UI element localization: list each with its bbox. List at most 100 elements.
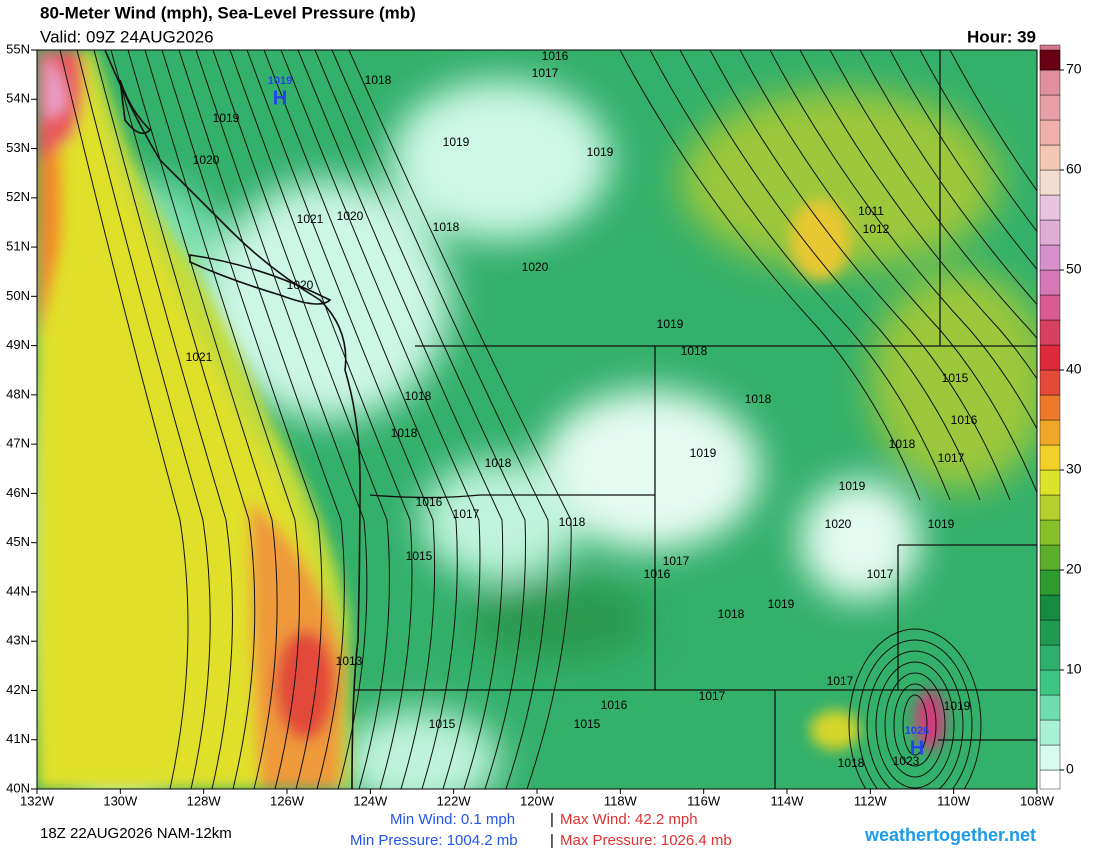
lon-label: 112W <box>854 793 888 808</box>
borders <box>355 50 1037 789</box>
isobar-label: 1018 <box>745 392 772 406</box>
isobar <box>280 50 481 789</box>
colorbar-label: 30 <box>1066 461 1082 477</box>
isobar-label: 1021 <box>297 212 324 226</box>
colorbar-swatch <box>1039 319 1061 346</box>
isobar <box>649 50 951 501</box>
isobar-label: 1018 <box>681 344 708 358</box>
colorbar-swatch <box>1039 369 1061 396</box>
isobar <box>331 50 549 789</box>
isobar <box>348 50 572 789</box>
isobar-label: 1011 <box>858 204 884 218</box>
lon-label: 118W <box>604 793 638 808</box>
lat-label: 47N <box>6 436 30 451</box>
forecast-hour: Hour: 39 <box>967 27 1036 46</box>
isobar-label: 1020 <box>522 260 549 274</box>
isobar-label: 1021 <box>186 350 213 364</box>
lat-label: 55N <box>6 41 30 56</box>
isobar <box>866 650 964 789</box>
isobar <box>875 661 955 789</box>
colorbar-swatch <box>1039 294 1061 321</box>
lat-label: 46N <box>6 485 30 500</box>
colorbar-swatch <box>1039 94 1061 121</box>
isobar <box>949 50 1037 192</box>
isobar <box>857 639 973 789</box>
isobar-label: 1017 <box>532 66 559 80</box>
isobar <box>829 50 1037 340</box>
high-pressure-value: 1019 <box>268 75 292 87</box>
isobar <box>59 50 189 789</box>
colorbar-label: 40 <box>1066 361 1082 377</box>
high-pressure-value: 1026 <box>905 725 929 737</box>
isobar-label: 1017 <box>867 567 894 581</box>
high-pressure-center: H <box>910 737 924 759</box>
isobar-label: 1016 <box>416 495 443 509</box>
isobar-label: 1017 <box>827 674 854 688</box>
colorbar-swatch <box>1039 469 1061 496</box>
isobar-label: 1019 <box>657 317 684 331</box>
lon-label: 120W <box>520 793 555 808</box>
colorbar-bottom <box>1039 769 1061 790</box>
isobar <box>110 50 256 789</box>
map-field <box>37 50 1037 789</box>
isobar-label: 1016 <box>644 567 671 581</box>
isobar-label: 1017 <box>699 689 726 703</box>
lat-label: 45N <box>6 534 30 549</box>
lat-label: 40N <box>6 780 30 795</box>
colorbar-swatch <box>1039 519 1061 546</box>
isobar <box>709 50 1011 501</box>
isobar-label: 1019 <box>768 597 795 611</box>
lat-label: 44N <box>6 583 30 598</box>
lat-label: 41N <box>6 731 30 746</box>
lon-label: 122W <box>437 793 472 808</box>
colorbar-swatch <box>1039 669 1061 696</box>
site-name: weathertogether.net <box>864 825 1036 845</box>
isobar-label: 1017 <box>938 451 965 465</box>
max-pressure: Max Pressure: 1026.4 mb <box>560 832 732 849</box>
isobar-label: 1018 <box>485 456 512 470</box>
lon-label: 124W <box>353 793 388 808</box>
isobar <box>889 50 1037 270</box>
lat-label: 52N <box>6 189 30 204</box>
isobar <box>263 50 458 789</box>
isobar-label: 1020 <box>825 517 852 531</box>
lat-label: 43N <box>6 633 30 648</box>
isobar <box>144 50 300 789</box>
colorbar-swatch <box>1039 694 1061 721</box>
colorbar-swatch <box>1039 744 1061 771</box>
isobar-label: 1019 <box>690 446 717 460</box>
isobar <box>212 50 390 789</box>
coastline <box>104 50 361 789</box>
isobar-label: 1018 <box>405 389 432 403</box>
isobar <box>195 50 368 789</box>
high-pressure-center: H <box>273 87 287 109</box>
lon-label: 126W <box>270 793 305 808</box>
isobar-label: 1019 <box>587 145 614 159</box>
isobar <box>739 50 1037 495</box>
isobar-label: 1020 <box>193 153 220 167</box>
isobar-label: 1019 <box>213 111 240 125</box>
lat-label: 49N <box>6 337 30 352</box>
colorbar-swatch <box>1039 269 1061 296</box>
lon-label: 116W <box>687 793 721 808</box>
isobar-label: 1012 <box>863 222 890 236</box>
colorbar-swatch <box>1039 494 1061 521</box>
isobar-label: 1018 <box>365 73 392 87</box>
isobar-label: 1019 <box>944 699 971 713</box>
isobar-label: 1018 <box>433 220 460 234</box>
isobar-label: 1018 <box>559 515 586 529</box>
isobar <box>297 50 504 789</box>
isobar-label: 1013 <box>336 654 363 668</box>
lat-label: 48N <box>6 386 30 401</box>
isobar-label: 1016 <box>951 413 978 427</box>
isobar <box>884 672 946 778</box>
lon-label: 114W <box>771 793 805 808</box>
isobars <box>59 50 1037 789</box>
colorbar-swatch <box>1039 119 1061 146</box>
colorbar-swatch <box>1039 719 1061 746</box>
isobar-label: 1019 <box>928 517 955 531</box>
valid-time: Valid: 09Z 24AUG2026 <box>40 27 214 46</box>
isobar-label: 1019 <box>839 479 866 493</box>
